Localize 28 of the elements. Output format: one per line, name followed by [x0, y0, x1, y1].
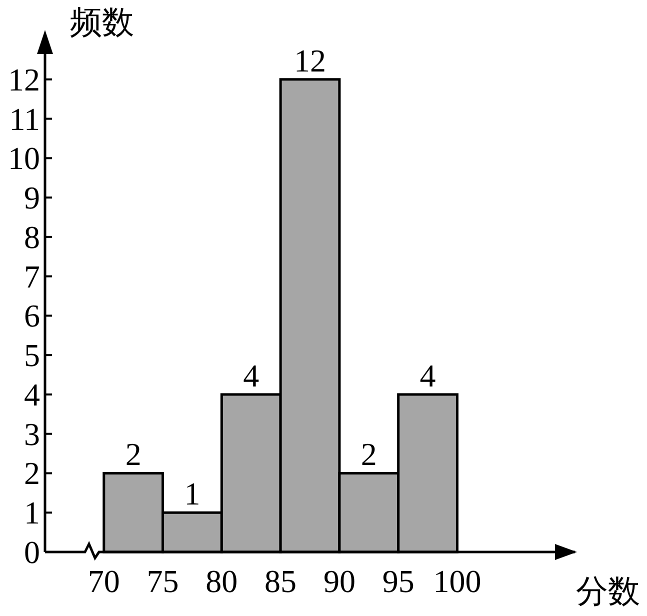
x-axis-title: 分数 — [576, 573, 640, 609]
y-tick-label: 6 — [24, 298, 40, 334]
x-tick-label: 95 — [382, 563, 414, 599]
data-label: 1 — [184, 476, 200, 512]
y-tick-label: 4 — [24, 376, 40, 412]
data-label: 2 — [360, 436, 377, 472]
y-tick-label: 3 — [24, 416, 40, 452]
data-label: 12 — [294, 42, 326, 78]
y-tick-label: 7 — [24, 258, 40, 294]
y-tick-label: 0 — [24, 534, 40, 570]
y-axis-title: 频数 — [70, 4, 134, 40]
y-tick-label: 9 — [24, 180, 40, 216]
data-label: 4 — [420, 357, 436, 394]
y-tick-label: 12 — [8, 61, 40, 98]
x-tick-label: 100 — [433, 563, 482, 599]
y-tick-label: 5 — [24, 337, 40, 374]
x-tick-label: 85 — [264, 563, 297, 599]
y-tick-label: 1 — [24, 494, 40, 531]
y-tick-label: 10 — [8, 140, 40, 176]
data-label: 4 — [243, 357, 260, 394]
y-tick-label: 11 — [9, 100, 40, 137]
data-label: 2 — [125, 436, 142, 472]
x-tick-label: 75 — [146, 563, 179, 599]
y-tick-label: 8 — [24, 218, 40, 255]
x-tick-label: 80 — [206, 563, 238, 599]
x-tick-label: 90 — [323, 563, 356, 599]
y-tick-label: 2 — [24, 455, 40, 492]
x-tick-label: 70 — [88, 563, 120, 599]
